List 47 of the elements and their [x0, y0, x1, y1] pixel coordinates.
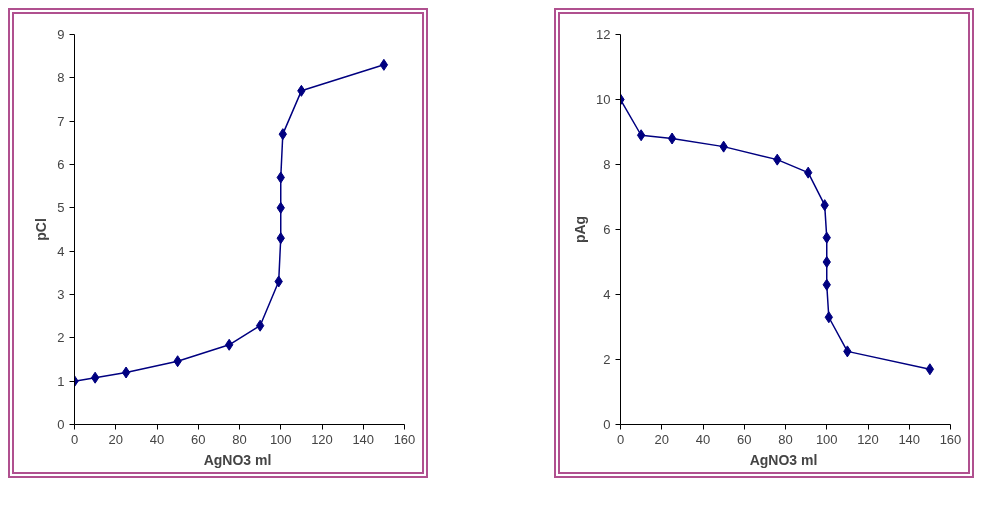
x-tick-label: 40: [149, 431, 165, 447]
x-tick-label: 60: [191, 431, 206, 447]
y-axis-title: pAg: [572, 215, 589, 244]
x-tick-label: 0: [616, 431, 625, 447]
x-tick-label: 40: [695, 431, 711, 447]
y-tick-label: 6: [57, 157, 65, 172]
y-tick-label: 2: [57, 330, 65, 346]
point: [636, 129, 646, 142]
x-tick-label: 100: [269, 431, 292, 447]
x-tick-label: 20: [108, 431, 123, 447]
x-axis-title: AgNO3 ml: [749, 451, 818, 468]
x-tick-label: 140: [352, 431, 375, 447]
y-tick-label: 8: [57, 70, 65, 86]
y-tick-label: 3: [57, 287, 65, 302]
y-tick-label: 4: [603, 287, 611, 302]
y-tick-label: 1: [57, 373, 65, 389]
x-tick-label: 20: [654, 431, 669, 447]
x-tick-label: 160: [939, 431, 962, 447]
x-tick-label: 0: [70, 431, 79, 447]
x-tick-label: 80: [778, 431, 793, 447]
y-tick-label: 9: [57, 27, 65, 42]
y-tick-label: 0: [603, 417, 611, 432]
x-tick-label: 140: [898, 431, 921, 447]
x-tick-label: 100: [815, 431, 838, 447]
x-tick-label: 120: [311, 431, 333, 447]
y-tick-label: 2: [603, 352, 611, 367]
x-tick-label: 60: [737, 431, 752, 447]
point: [379, 58, 389, 71]
y-tick-label: 10: [596, 92, 611, 107]
y-tick-label: 0: [57, 417, 65, 432]
x-tick-label: 120: [857, 431, 879, 447]
y-tick-label: 8: [603, 157, 611, 172]
y-tick-label: 6: [603, 222, 611, 237]
x-axis-title: AgNO3 ml: [203, 451, 272, 468]
x-tick-label: 80: [232, 431, 247, 447]
y-tick-label: 7: [57, 113, 65, 129]
point: [121, 366, 131, 379]
point: [925, 363, 935, 376]
point: [822, 256, 831, 268]
point: [667, 132, 677, 145]
point: [255, 319, 265, 332]
y-tick-label: 5: [57, 200, 65, 216]
x-tick-label: 160: [393, 431, 416, 447]
y-tick-label: 4: [57, 243, 65, 259]
y-axis-title: pCl: [33, 218, 50, 241]
point: [90, 371, 100, 384]
y-tick-label: 12: [596, 27, 611, 42]
